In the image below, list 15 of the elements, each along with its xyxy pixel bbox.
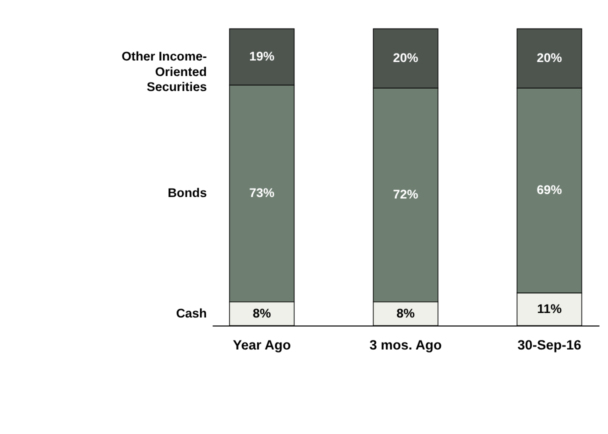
data-label: 8% <box>252 306 271 320</box>
x-tick-label: Year Ago <box>232 337 291 352</box>
series-label: Other Income-Oriented Securities <box>122 50 207 94</box>
data-label: 69% <box>536 183 562 198</box>
series-label: Bonds <box>168 186 207 200</box>
data-label: 8% <box>396 306 415 320</box>
x-tick-label: 30-Sep-16 <box>518 337 582 352</box>
data-label: 72% <box>393 188 418 202</box>
data-label: 20% <box>393 51 418 66</box>
series-label: Cash <box>176 306 207 320</box>
x-tick-label: 3 mos. Ago <box>370 337 442 352</box>
data-label: 11% <box>537 302 562 316</box>
data-label: 20% <box>536 51 562 66</box>
data-label: 19% <box>249 50 274 64</box>
data-label: 73% <box>249 186 274 200</box>
